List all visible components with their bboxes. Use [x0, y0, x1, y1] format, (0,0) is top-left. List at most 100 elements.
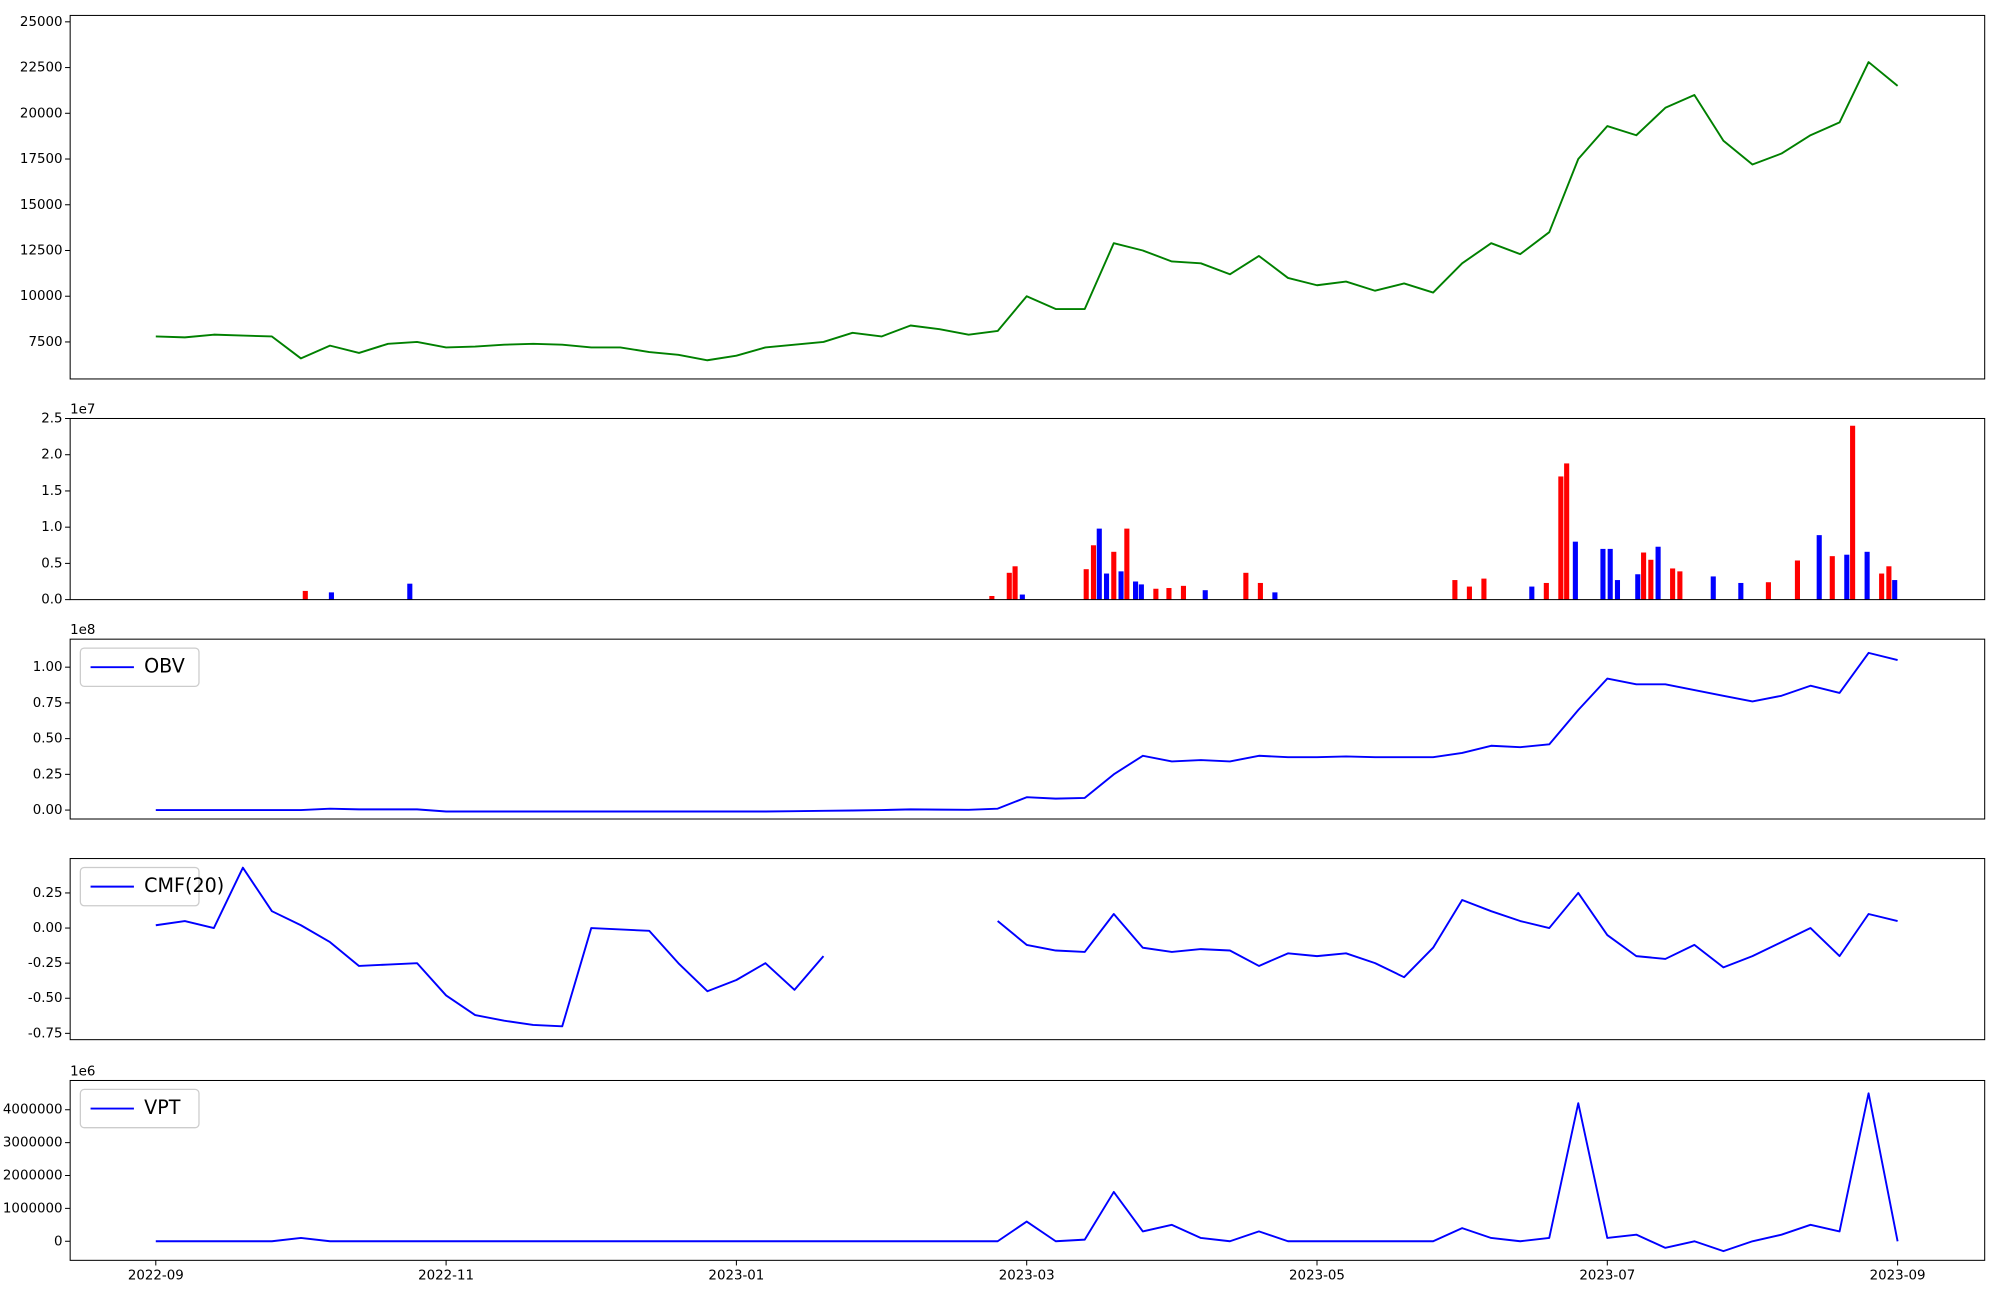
legend-label: OBV [144, 655, 185, 678]
y-tick-label: 0.25 [33, 886, 63, 901]
bar [1558, 476, 1564, 600]
y-tick-label: 12500 [20, 243, 63, 258]
bar [1452, 580, 1458, 600]
line-series [155, 1092, 1899, 1253]
plot-frame [69, 858, 1986, 1041]
bar [1481, 578, 1487, 600]
bar [1879, 573, 1885, 600]
axis-offset-label: 1e6 [70, 1065, 95, 1080]
bar [1864, 551, 1870, 600]
y-tick-label: 1.5 [41, 484, 62, 499]
y-tick-label: 0.5 [41, 556, 62, 571]
bar [1641, 552, 1647, 600]
bar [1892, 580, 1898, 600]
bar [1648, 559, 1654, 600]
legend-box [79, 647, 200, 687]
y-tick-label: 2000000 [3, 1169, 63, 1184]
y-tick-label: 0.00 [33, 803, 63, 818]
bar [1677, 571, 1683, 600]
y-tick-label: 1.0 [41, 520, 62, 535]
y-tick-label: 10000 [20, 289, 63, 304]
bar [1272, 592, 1278, 600]
x-tick-label: 2022-09 [128, 1269, 184, 1284]
y-tick-label: 25000 [20, 15, 63, 30]
x-tick-label: 2023-03 [999, 1269, 1055, 1284]
y-tick-label: 1000000 [3, 1201, 63, 1216]
plot-frame [69, 638, 1986, 820]
bar [302, 590, 308, 600]
line-series [155, 61, 1899, 362]
bar [1635, 574, 1641, 600]
bar [1614, 580, 1621, 600]
y-tick-label: -0.25 [28, 956, 63, 971]
y-tick-label: 2.0 [41, 448, 62, 463]
legend-box [79, 1088, 200, 1129]
y-tick-label: 0.75 [33, 696, 63, 711]
y-tick-label: -0.50 [28, 991, 63, 1006]
bar [1202, 590, 1208, 600]
x-tick-label: 2023-05 [1289, 1269, 1345, 1284]
bar [1829, 556, 1835, 600]
bar [1180, 585, 1187, 600]
bar [1738, 582, 1744, 600]
y-tick-label: 1.00 [33, 660, 63, 675]
y-tick-label: 15000 [20, 198, 63, 213]
y-tick-label: 0.0 [41, 593, 62, 608]
x-tick-label: 2023-09 [1870, 1269, 1926, 1284]
bar [1655, 546, 1661, 600]
bar [1083, 569, 1089, 600]
bar [1816, 535, 1822, 600]
bar [1118, 571, 1124, 600]
bar [1090, 545, 1097, 600]
bar [1133, 581, 1139, 600]
bar [1886, 566, 1892, 600]
legend-label: VPT [144, 1096, 181, 1119]
bar [1166, 588, 1172, 600]
plot-frame [69, 14, 1986, 380]
bar [1096, 528, 1102, 600]
bar [1794, 560, 1801, 600]
x-tick-label: 2023-01 [708, 1269, 764, 1284]
bar [407, 583, 413, 600]
axis-offset-label: 1e8 [70, 623, 95, 638]
bar [1243, 572, 1249, 600]
bar [1572, 541, 1578, 600]
bar [1466, 586, 1472, 600]
bar [1124, 528, 1130, 600]
y-tick-label: 7500 [28, 335, 62, 350]
plot-frame [69, 417, 1986, 601]
bar [1138, 584, 1144, 600]
y-tick-label: 2.5 [41, 411, 62, 426]
bar [1765, 582, 1771, 600]
bar [1012, 566, 1018, 600]
bar [1257, 582, 1263, 600]
bar [1006, 572, 1012, 600]
y-tick-label: 20000 [20, 106, 63, 121]
bar [1153, 588, 1159, 600]
bar [1607, 548, 1613, 600]
x-tick-label: 2022-11 [418, 1269, 474, 1284]
bar [1543, 582, 1549, 600]
bar [1710, 576, 1716, 600]
bar [1600, 548, 1606, 600]
bar [1529, 586, 1535, 600]
bar [328, 592, 334, 600]
bar [1844, 554, 1850, 600]
y-tick-label: 22500 [20, 61, 63, 76]
y-tick-label: 3000000 [3, 1136, 63, 1151]
bar [1111, 551, 1117, 600]
y-tick-label: 4000000 [3, 1103, 63, 1118]
legend-label: CMF(20) [144, 874, 224, 897]
plot-frame [69, 1079, 1986, 1261]
line-series [155, 651, 1898, 813]
bar [1019, 594, 1025, 600]
y-tick-label: -0.75 [28, 1026, 63, 1041]
x-tick-label: 2023-07 [1579, 1269, 1635, 1284]
y-tick-label: 0 [54, 1234, 63, 1249]
y-tick-label: 0.50 [33, 732, 63, 747]
bar [989, 595, 995, 600]
bar [1103, 573, 1110, 600]
bar [1670, 568, 1676, 600]
y-tick-label: 17500 [20, 152, 63, 167]
